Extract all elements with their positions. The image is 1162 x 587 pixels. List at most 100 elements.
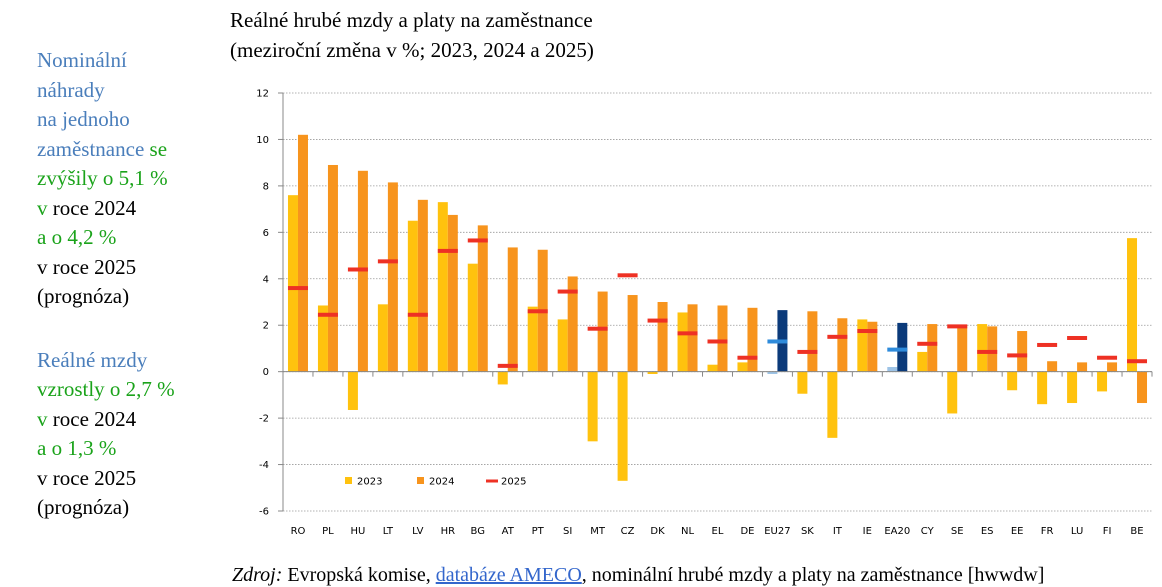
bar <box>317 305 328 372</box>
text-segment: v <box>37 195 48 220</box>
x-tick-label: EA20 <box>884 526 910 537</box>
bar <box>677 312 688 372</box>
y-tick-label: 12 <box>256 89 269 100</box>
bar <box>827 371 838 438</box>
source-note: Zdroj: Evropská komise, databáze AMECO, … <box>232 564 1044 587</box>
text-line: (prognóza) <box>37 282 227 312</box>
y-tick-label: 2 <box>263 321 269 332</box>
text-line: v roce 2024 <box>37 405 227 435</box>
legend-swatch <box>486 479 498 483</box>
x-tick-label: IT <box>833 526 843 537</box>
x-tick-label: SE <box>951 526 964 537</box>
y-tick-label: 4 <box>263 274 269 285</box>
bar <box>887 367 898 372</box>
bar <box>1007 371 1018 391</box>
bar <box>377 304 388 372</box>
text-segment: na jednoho <box>37 107 130 131</box>
bar <box>1097 371 1108 392</box>
x-tick-label: RO <box>291 526 306 537</box>
x-tick-label: EE <box>1011 526 1024 537</box>
text-line: v roce 2025 <box>37 253 227 283</box>
bar <box>957 325 968 372</box>
bar <box>287 195 298 372</box>
x-tick-label: NL <box>681 526 694 537</box>
x-tick-label: HU <box>350 526 365 537</box>
bar <box>1047 361 1058 372</box>
y-tick-label: 8 <box>263 181 269 192</box>
bar <box>507 247 518 372</box>
x-tick-label: SK <box>801 526 814 537</box>
x-tick-label: MT <box>590 526 606 537</box>
dash-marker <box>467 238 488 243</box>
dash-marker <box>887 347 908 352</box>
text-line: Nominální <box>37 46 227 76</box>
text-segment: v roce 2025 <box>37 254 137 279</box>
bar <box>917 351 928 372</box>
x-tick-label: SI <box>563 526 572 537</box>
text-line: v roce 2024 <box>37 194 227 224</box>
y-tick-label: -2 <box>259 414 269 425</box>
chart: Reálné hrubé mzdy a platy na zaměstnance… <box>230 8 1153 537</box>
legend-swatch <box>417 477 424 484</box>
text-segment: náhrady <box>37 77 105 102</box>
bar <box>707 364 718 372</box>
text-line: a o 4,2 % <box>37 223 227 253</box>
text-line: náhrady <box>37 76 227 106</box>
legend-label: 2025 <box>501 477 526 488</box>
bar <box>657 302 668 372</box>
x-tick-label: EU27 <box>764 526 790 537</box>
source-text: Evropská komise, <box>282 564 436 586</box>
bar <box>797 371 808 394</box>
dash-marker <box>857 329 878 334</box>
x-tick-label: DK <box>650 526 665 537</box>
text-segment: (prognóza) <box>37 284 130 308</box>
bar <box>527 306 538 372</box>
x-tick-label: BG <box>471 526 485 537</box>
x-tick-label: LU <box>1071 526 1083 537</box>
text-segment: se <box>144 136 168 161</box>
source-link[interactable]: databáze AMECO <box>435 564 582 586</box>
dash-marker <box>707 339 728 344</box>
text-line: zvýšily o 5,1 % <box>37 164 227 194</box>
y-tick-label: 10 <box>256 135 269 146</box>
bar <box>297 134 308 372</box>
dash-marker <box>677 331 698 336</box>
chart-title: Reálné hrubé mzdy a platy na zaměstnance <box>230 8 593 32</box>
bar <box>597 291 608 372</box>
y-tick-label: -4 <box>259 460 269 471</box>
bar <box>1017 331 1028 372</box>
dash-marker <box>497 363 518 368</box>
text-segment: zvýšily o 5,1 % <box>37 166 168 190</box>
bar <box>1077 362 1088 372</box>
text-segment: (prognóza) <box>37 495 130 519</box>
legend-swatch <box>345 477 352 484</box>
dash-marker <box>557 289 578 294</box>
text-segment: v roce 2025 <box>37 465 137 490</box>
bar <box>977 324 988 372</box>
bar <box>347 371 358 410</box>
text-segment: roce 2024 <box>47 406 137 431</box>
text-line: vzrostly o 2,7 % <box>37 375 227 405</box>
bar <box>1107 362 1118 372</box>
bar <box>557 319 568 372</box>
bar <box>927 324 938 372</box>
dash-marker <box>647 318 668 323</box>
x-tick-label: FI <box>1103 526 1112 537</box>
dash-marker <box>917 341 938 346</box>
x-tick-label: CY <box>921 526 935 537</box>
dash-marker <box>1067 335 1088 340</box>
bar <box>987 326 998 372</box>
dash-marker <box>317 312 338 317</box>
x-tick-label: ES <box>981 526 994 537</box>
bar <box>437 202 448 372</box>
text-line: na jednoho <box>37 105 227 135</box>
bar <box>477 225 488 372</box>
x-tick-label: BE <box>1130 526 1143 537</box>
text-segment: vzrostly o 2,7 % <box>37 377 175 401</box>
sidebar: Nominální náhrady na jednoho zaměstnance se… <box>37 46 227 557</box>
x-tick-label: PT <box>532 526 545 537</box>
bar <box>497 371 508 385</box>
dash-marker <box>737 355 758 360</box>
source-text: Zdroj: <box>232 564 283 586</box>
chart-subtitle: (meziroční změna v %; 2023, 2024 a 2025) <box>230 38 594 62</box>
